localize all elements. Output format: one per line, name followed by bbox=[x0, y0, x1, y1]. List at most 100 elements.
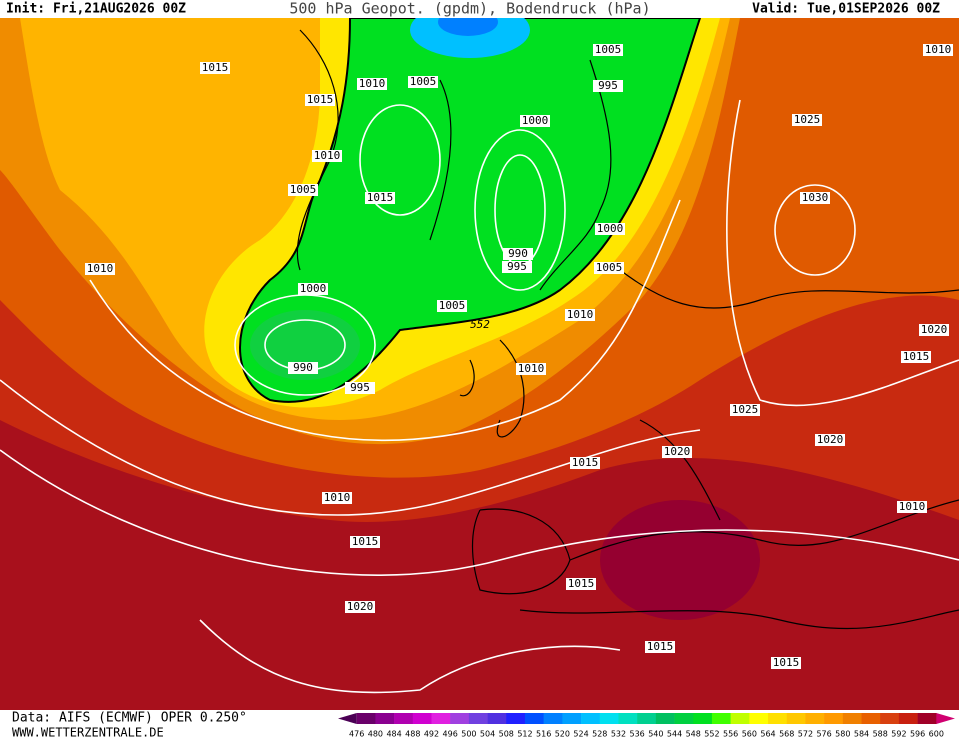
map-title: 500 hPa Geopot. (gpdm), Bodendruck (hPa) bbox=[289, 0, 650, 18]
scale-cell bbox=[488, 713, 507, 724]
scale-cell bbox=[618, 713, 637, 724]
isobar-label: 995 bbox=[507, 260, 527, 273]
isobar-label: 1005 bbox=[439, 299, 466, 312]
isobar-label: 1010 bbox=[567, 308, 594, 321]
isobar-label: 1010 bbox=[359, 77, 386, 90]
scale-cell bbox=[357, 713, 376, 724]
scale-label: 548 bbox=[686, 730, 701, 739]
isobar-label: 1030 bbox=[802, 191, 829, 204]
high-core bbox=[600, 500, 760, 620]
scale-cell bbox=[637, 713, 656, 724]
isobar-label: 990 bbox=[293, 361, 313, 374]
scale-cell bbox=[749, 713, 768, 724]
scale-cell bbox=[581, 713, 600, 724]
isobar-label: 1005 bbox=[410, 75, 437, 88]
isobar-label: 1010 bbox=[899, 500, 926, 513]
scale-cell bbox=[880, 713, 899, 724]
init-time: Init: Fri,21AUG2026 00Z bbox=[6, 2, 186, 17]
isobar-label: 1005 bbox=[595, 43, 622, 56]
scale-cell bbox=[394, 713, 413, 724]
isobar-label: 1015 bbox=[572, 456, 599, 469]
scale-cell bbox=[544, 713, 563, 724]
isobar-label: 1005 bbox=[290, 183, 317, 196]
scale-label: 540 bbox=[648, 730, 663, 739]
scale-cell bbox=[469, 713, 488, 724]
contour-label: 552 bbox=[470, 318, 490, 331]
map-field bbox=[0, 2, 959, 710]
scale-cell bbox=[768, 713, 787, 724]
isobar-label: 1025 bbox=[794, 113, 821, 126]
scale-cell bbox=[656, 713, 675, 724]
scale-cell bbox=[731, 713, 750, 724]
scale-label: 580 bbox=[835, 730, 850, 739]
scale-cell bbox=[787, 713, 806, 724]
isobar-label: 990 bbox=[508, 247, 528, 260]
isobar-label: 1000 bbox=[300, 282, 327, 295]
valid-time: Valid: Tue,01SEP2026 00Z bbox=[752, 2, 940, 17]
isobar-label: 1000 bbox=[522, 114, 549, 127]
isobar-label: 1015 bbox=[568, 577, 595, 590]
scale-cell bbox=[824, 713, 843, 724]
scale-cell bbox=[450, 713, 469, 724]
data-source: Data: AIFS (ECMWF) OPER 0.250° bbox=[12, 711, 247, 726]
scale-label: 596 bbox=[910, 730, 925, 739]
scale-cell bbox=[413, 713, 432, 724]
scale-label: 500 bbox=[461, 730, 476, 739]
scale-label: 568 bbox=[779, 730, 794, 739]
scale-label: 572 bbox=[798, 730, 813, 739]
scale-cell bbox=[862, 713, 881, 724]
scale-label: 492 bbox=[424, 730, 439, 739]
isobar-label: 1015 bbox=[367, 191, 394, 204]
isobar-label: 1010 bbox=[314, 149, 341, 162]
scale-label: 560 bbox=[742, 730, 757, 739]
isobar-label: 995 bbox=[350, 381, 370, 394]
scale-label: 556 bbox=[723, 730, 738, 739]
scale-cell bbox=[918, 713, 937, 724]
scale-label: 584 bbox=[854, 730, 869, 739]
isobar-label: 1020 bbox=[817, 433, 844, 446]
scale-label: 496 bbox=[443, 730, 458, 739]
isobar-label: 1010 bbox=[324, 491, 351, 504]
scale-label: 552 bbox=[704, 730, 719, 739]
scale-label: 480 bbox=[368, 730, 383, 739]
scale-label: 536 bbox=[630, 730, 645, 739]
scale-label: 544 bbox=[667, 730, 682, 739]
isobar-label: 1000 bbox=[597, 222, 624, 235]
isobar-label: 1010 bbox=[925, 43, 952, 56]
scale-cell bbox=[899, 713, 918, 724]
scale-label: 516 bbox=[536, 730, 551, 739]
scale-cell bbox=[712, 713, 731, 724]
scale-label: 528 bbox=[592, 730, 607, 739]
scale-cell bbox=[506, 713, 525, 724]
scale-label: 588 bbox=[873, 730, 888, 739]
scale-cell bbox=[805, 713, 824, 724]
scale-cell bbox=[693, 713, 712, 724]
scale-label: 476 bbox=[349, 730, 364, 739]
scale-cell bbox=[675, 713, 694, 724]
isobar-label: 1010 bbox=[87, 262, 114, 275]
scale-label: 564 bbox=[760, 730, 775, 739]
site: WWW.WETTERZENTRALE.DE bbox=[12, 726, 164, 740]
scale-label: 484 bbox=[386, 730, 401, 739]
isobar-label: 1015 bbox=[307, 93, 334, 106]
scale-label: 488 bbox=[405, 730, 420, 739]
scale-label: 508 bbox=[499, 730, 514, 739]
isobar-label: 1015 bbox=[647, 640, 674, 653]
scale-label: 600 bbox=[929, 730, 944, 739]
scale-cell bbox=[525, 713, 544, 724]
isobar-label: 1005 bbox=[596, 261, 623, 274]
isobar-label: 1015 bbox=[202, 61, 229, 74]
isobar-label: 1020 bbox=[664, 445, 691, 458]
scale-cell bbox=[562, 713, 581, 724]
scale-label: 576 bbox=[816, 730, 831, 739]
scale-label: 532 bbox=[611, 730, 626, 739]
isobar-label: 1020 bbox=[347, 600, 374, 613]
scale-label: 520 bbox=[555, 730, 570, 739]
isobar-label: 1020 bbox=[921, 323, 948, 336]
isobar-label: 1015 bbox=[773, 656, 800, 669]
isobar-label: 1025 bbox=[732, 403, 759, 416]
isobar-label: 995 bbox=[598, 79, 618, 92]
scale-cell bbox=[600, 713, 619, 724]
scale-label: 504 bbox=[480, 730, 495, 739]
